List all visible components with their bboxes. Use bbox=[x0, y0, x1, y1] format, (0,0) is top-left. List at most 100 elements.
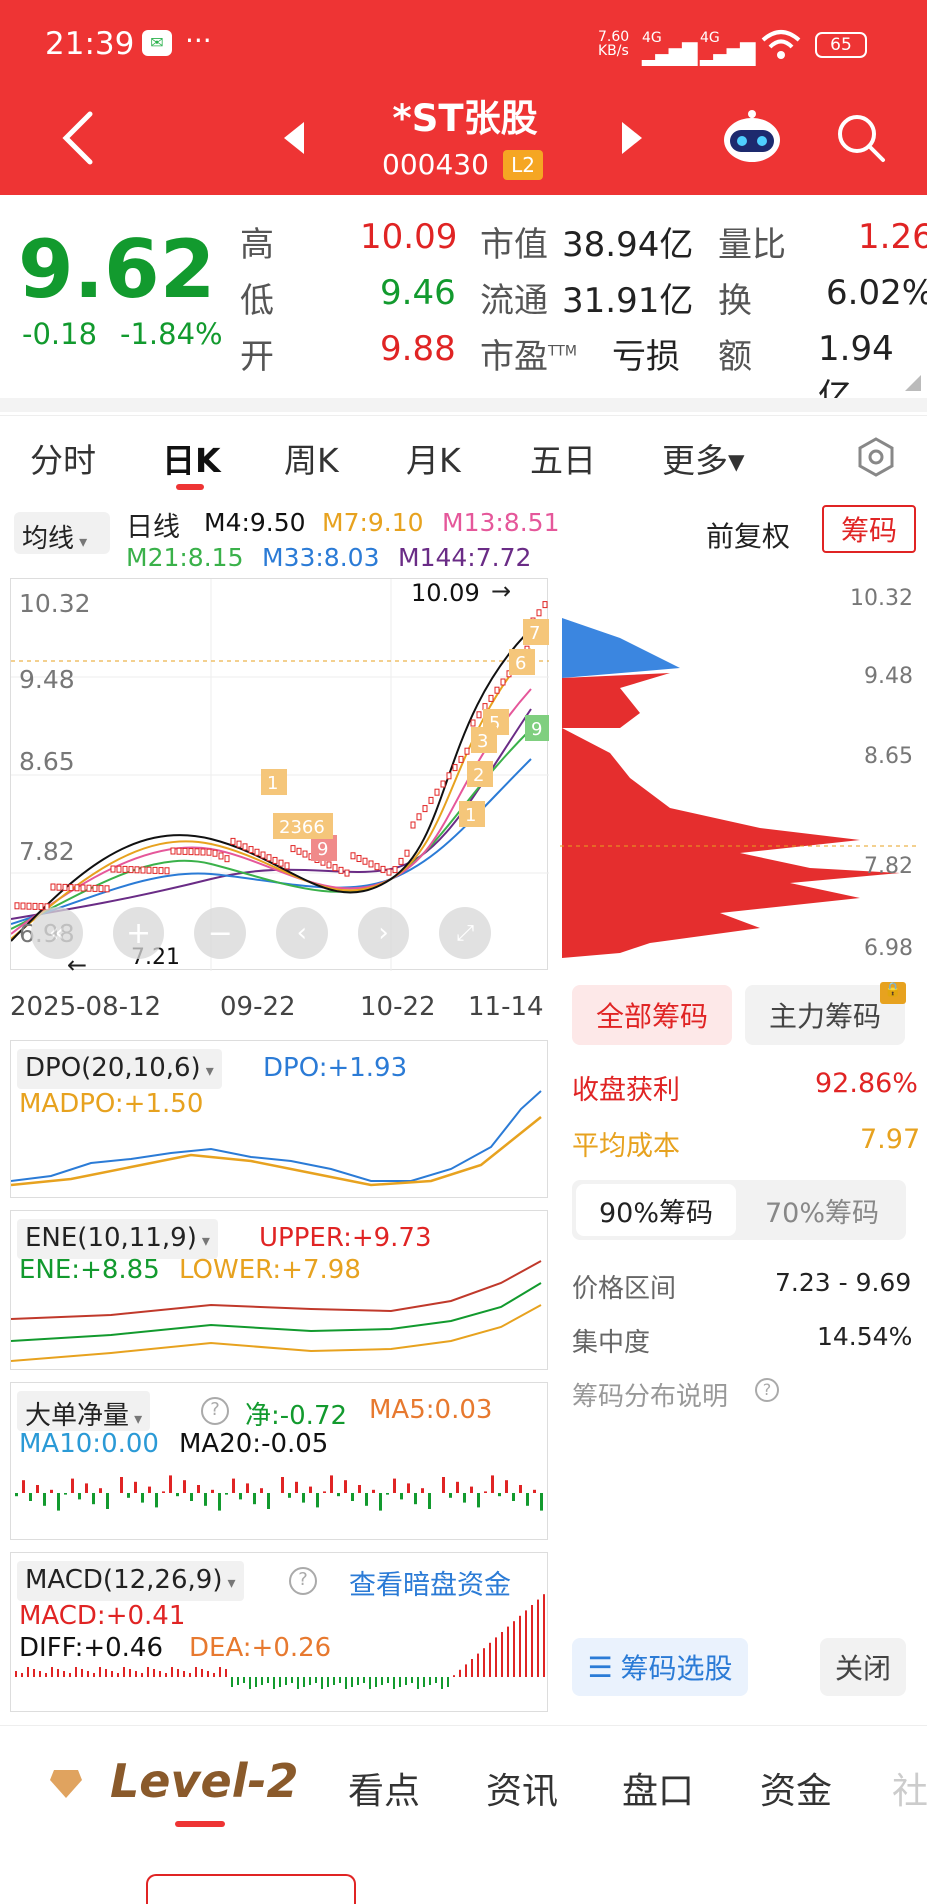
tab-week-k[interactable]: 周K bbox=[284, 441, 339, 480]
tab-day-k[interactable]: 日K bbox=[162, 441, 221, 480]
candle bbox=[386, 868, 392, 876]
candle bbox=[416, 813, 422, 821]
candle bbox=[422, 805, 428, 813]
macd-bar bbox=[207, 1671, 209, 1677]
dark-pool-link[interactable]: 查看暗盘资金 bbox=[349, 1570, 511, 1601]
flow-bar bbox=[414, 1493, 417, 1505]
kline-ytick: 8.65 bbox=[19, 747, 75, 776]
candle bbox=[410, 821, 416, 829]
ma-m33: M33:8.03 bbox=[262, 543, 380, 572]
chips-explain-link[interactable]: 筹码分布说明 bbox=[572, 1382, 729, 1412]
search-icon[interactable] bbox=[835, 112, 887, 164]
nav-news[interactable]: 资讯 bbox=[486, 1771, 559, 1812]
close-chips-button[interactable]: 关闭 bbox=[820, 1638, 906, 1696]
flow-bar bbox=[337, 1493, 340, 1497]
signal-1-label: 4G bbox=[642, 30, 662, 46]
help-icon[interactable]: ? bbox=[289, 1567, 317, 1595]
candle bbox=[296, 847, 302, 855]
flow-bar bbox=[190, 1493, 193, 1501]
candle bbox=[32, 902, 38, 910]
scroll-right-button[interactable]: › bbox=[357, 907, 410, 959]
chip-ytick: 8.65 bbox=[864, 744, 913, 769]
ene-panel[interactable]: ENE(10,11,9) ▾ UPPER:+9.73 ENE:+8.85 LOW… bbox=[10, 1210, 548, 1370]
flow-bar bbox=[344, 1480, 347, 1493]
candle bbox=[86, 884, 92, 892]
flow-bar bbox=[225, 1493, 228, 1495]
flow-bar bbox=[491, 1475, 494, 1493]
candle bbox=[476, 711, 482, 719]
macd-bar bbox=[123, 1667, 125, 1677]
tab-minute[interactable]: 分时 bbox=[30, 441, 96, 480]
tab-five-day[interactable]: 五日 bbox=[530, 441, 596, 480]
kline-xtick: 09-22 bbox=[220, 992, 296, 1022]
flow-bar bbox=[176, 1493, 179, 1497]
scroll-left-fast-button[interactable]: « bbox=[31, 907, 83, 959]
scroll-left-button[interactable]: ‹ bbox=[276, 907, 328, 959]
kline-chart[interactable]: 7 6 5 3 2 1 9 9 1 2366 10.32 9.48 8.65 7… bbox=[10, 577, 551, 979]
macd-bar bbox=[189, 1673, 191, 1677]
candle bbox=[128, 866, 134, 874]
ma-selector[interactable]: 均线 ▾ bbox=[14, 512, 110, 554]
chips-toggle-button[interactable]: 筹码 bbox=[822, 505, 916, 553]
help-icon[interactable]: ? bbox=[201, 1397, 229, 1425]
tab-month-k[interactable]: 月K bbox=[406, 441, 461, 480]
macd-bar bbox=[369, 1677, 371, 1689]
divider bbox=[0, 398, 927, 412]
candle bbox=[62, 883, 68, 891]
big-order-panel[interactable]: 大单净量 ▾ ? 净:-0.72 MA5:0.03 MA10:0.00 MA20… bbox=[10, 1382, 548, 1540]
nav-funds[interactable]: 资金 bbox=[760, 1771, 833, 1812]
ene-lines bbox=[11, 1260, 542, 1362]
tab-more[interactable]: 更多▾ bbox=[662, 441, 745, 480]
mcap-label: 市值 bbox=[480, 225, 548, 265]
chips-70-tab[interactable]: 70%筹码 bbox=[764, 1197, 879, 1229]
dpo-selector[interactable]: DPO(20,10,6) ▾ bbox=[17, 1049, 222, 1089]
all-chips-tab[interactable]: 全部筹码 bbox=[572, 985, 732, 1045]
chip-stock-picker-button[interactable]: ☰ 筹码选股 bbox=[572, 1638, 748, 1696]
period-label: 日线 bbox=[126, 512, 180, 543]
macd-bar bbox=[327, 1677, 329, 1687]
settings-hexagon-icon[interactable] bbox=[855, 436, 897, 478]
flow-bar bbox=[211, 1489, 214, 1493]
expand-corner-icon[interactable] bbox=[905, 375, 921, 391]
macd-bar bbox=[105, 1669, 107, 1677]
candle bbox=[542, 601, 548, 609]
candle bbox=[212, 849, 218, 857]
turnover-label: 换 bbox=[718, 281, 752, 321]
macd-selector[interactable]: MACD(12,26,9) ▾ bbox=[17, 1561, 244, 1601]
candle bbox=[50, 883, 56, 891]
adjust-fq-toggle[interactable]: 前复权 bbox=[706, 520, 791, 553]
nav-community[interactable]: 社 bbox=[892, 1771, 927, 1812]
macd-bar bbox=[525, 1610, 527, 1677]
dpo-panel[interactable]: DPO(20,10,6) ▾ DPO:+1.93 MADPO:+1.50 bbox=[10, 1040, 548, 1198]
open-value: 9.88 bbox=[380, 329, 456, 369]
flow-bar bbox=[365, 1493, 368, 1506]
macd-bar bbox=[87, 1671, 89, 1677]
prev-stock-icon[interactable] bbox=[282, 120, 306, 156]
flow-bar bbox=[421, 1488, 424, 1493]
robot-assistant-icon[interactable] bbox=[720, 106, 784, 166]
main-chips-tab[interactable]: 主力筹码 bbox=[745, 985, 905, 1045]
candle bbox=[104, 885, 110, 893]
nav-orderbook[interactable]: 盘口 bbox=[622, 1771, 695, 1812]
nav-highlights[interactable]: 看点 bbox=[348, 1771, 421, 1812]
fullscreen-button[interactable]: ⤢ bbox=[439, 907, 492, 959]
ene-selector[interactable]: ENE(10,11,9) ▾ bbox=[17, 1219, 218, 1259]
chips-90-tab[interactable]: 90%筹码 bbox=[576, 1184, 736, 1236]
next-stock-icon[interactable] bbox=[620, 120, 644, 156]
macd-panel[interactable]: MACD(12,26,9) ▾ ? 查看暗盘资金 MACD:+0.41 DIFF… bbox=[10, 1552, 548, 1712]
level2-tab[interactable]: Level-2 bbox=[110, 1754, 299, 1808]
macd-bar bbox=[45, 1673, 47, 1677]
macd-bar bbox=[225, 1669, 227, 1677]
bottom-tab-partial[interactable] bbox=[146, 1874, 356, 1904]
bottom-nav: Level-2 看点 资讯 盘口 资金 社 bbox=[0, 1725, 927, 1904]
flow-ma10-value: MA10:0.00 bbox=[19, 1429, 159, 1459]
zoom-out-button[interactable]: − bbox=[194, 907, 247, 959]
zoom-in-button[interactable]: + bbox=[112, 907, 165, 959]
float-label: 流通 bbox=[480, 281, 548, 321]
ma-m4: M4:9.50 bbox=[204, 508, 306, 537]
help-icon[interactable]: ? bbox=[755, 1378, 779, 1402]
flow-selector[interactable]: 大单净量 ▾ bbox=[17, 1391, 151, 1431]
flow-bars bbox=[15, 1475, 543, 1511]
back-arrow-icon[interactable] bbox=[60, 110, 96, 166]
macd-bar bbox=[39, 1671, 41, 1677]
